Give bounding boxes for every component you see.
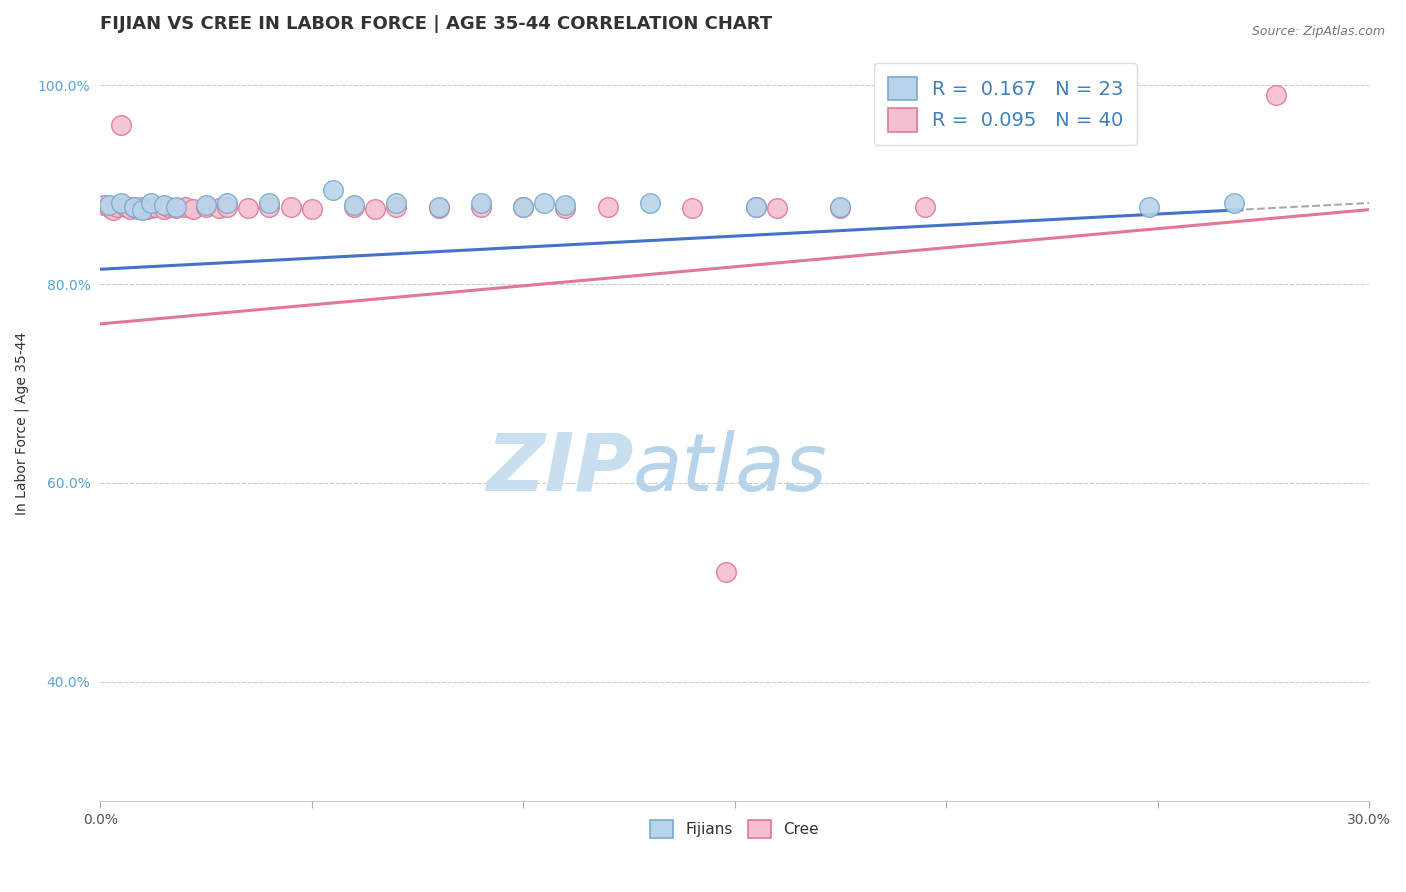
Point bbox=[554, 197, 576, 211]
Point bbox=[165, 201, 187, 215]
Point bbox=[830, 200, 852, 214]
Point bbox=[217, 195, 239, 210]
Point bbox=[364, 202, 387, 216]
Point bbox=[259, 200, 281, 214]
Point bbox=[105, 200, 128, 214]
Point bbox=[1137, 200, 1160, 214]
Point bbox=[181, 202, 204, 216]
Point bbox=[131, 200, 153, 214]
Point bbox=[1265, 88, 1288, 103]
Point bbox=[122, 200, 145, 214]
Point bbox=[93, 197, 115, 211]
Point bbox=[385, 195, 408, 210]
Point bbox=[427, 201, 450, 215]
Point bbox=[343, 197, 366, 211]
Text: FIJIAN VS CREE IN LABOR FORCE | AGE 35-44 CORRELATION CHART: FIJIAN VS CREE IN LABOR FORCE | AGE 35-4… bbox=[100, 15, 772, 33]
Point bbox=[156, 200, 179, 214]
Point bbox=[512, 200, 534, 214]
Point bbox=[165, 200, 187, 214]
Point bbox=[512, 200, 534, 214]
Text: atlas: atlas bbox=[633, 430, 828, 508]
Point bbox=[110, 195, 132, 210]
Point bbox=[343, 200, 366, 214]
Point bbox=[259, 195, 281, 210]
Point bbox=[638, 195, 661, 210]
Point bbox=[238, 201, 260, 215]
Point bbox=[114, 200, 136, 214]
Point bbox=[596, 200, 619, 214]
Point bbox=[681, 201, 703, 215]
Point bbox=[139, 201, 162, 215]
Point bbox=[194, 197, 217, 211]
Point bbox=[135, 202, 157, 216]
Point bbox=[322, 183, 344, 197]
Point bbox=[427, 200, 450, 214]
Point bbox=[97, 197, 120, 211]
Y-axis label: In Labor Force | Age 35-44: In Labor Force | Age 35-44 bbox=[15, 332, 30, 515]
Point bbox=[122, 200, 145, 214]
Point bbox=[127, 202, 149, 216]
Text: Source: ZipAtlas.com: Source: ZipAtlas.com bbox=[1251, 25, 1385, 38]
Point bbox=[143, 200, 166, 214]
Point bbox=[745, 200, 768, 214]
Point bbox=[194, 200, 217, 214]
Point bbox=[152, 202, 174, 216]
Point bbox=[533, 195, 555, 210]
Point bbox=[470, 200, 492, 214]
Point bbox=[207, 201, 229, 215]
Point bbox=[118, 202, 141, 216]
Point bbox=[1223, 195, 1246, 210]
Point bbox=[217, 200, 239, 214]
Point bbox=[745, 200, 768, 214]
Point bbox=[301, 202, 323, 216]
Point bbox=[470, 195, 492, 210]
Point bbox=[152, 197, 174, 211]
Point bbox=[554, 201, 576, 215]
Point bbox=[131, 202, 153, 217]
Point bbox=[385, 200, 408, 214]
Point bbox=[914, 200, 936, 214]
Point bbox=[97, 200, 120, 214]
Legend: Fijians, Cree: Fijians, Cree bbox=[643, 813, 827, 847]
Point bbox=[110, 118, 132, 132]
Point bbox=[101, 202, 124, 217]
Point bbox=[766, 201, 789, 215]
Point bbox=[714, 566, 737, 580]
Point bbox=[830, 201, 852, 215]
Point bbox=[139, 195, 162, 210]
Point bbox=[173, 200, 195, 214]
Point bbox=[280, 200, 302, 214]
Text: ZIP: ZIP bbox=[485, 430, 633, 508]
